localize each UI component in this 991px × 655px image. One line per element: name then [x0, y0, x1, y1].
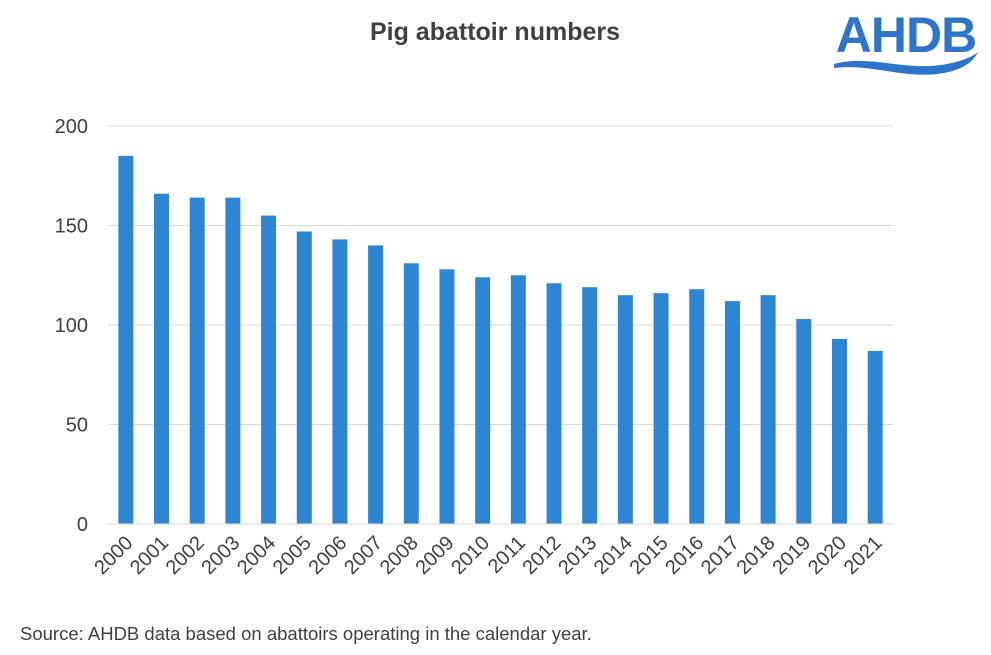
source-note: Source: AHDB data based on abattoirs ope…	[20, 623, 592, 644]
bar-2016	[689, 289, 705, 524]
y-tick-label: 200	[55, 116, 88, 138]
chart-title: Pig abattoir numbers	[370, 18, 620, 46]
bar-2010	[475, 277, 491, 524]
y-tick-label: 50	[66, 415, 88, 437]
bar-2004	[261, 215, 277, 525]
bar-2014	[617, 295, 633, 524]
y-axis-ticks: 0 50 100 150 200	[55, 116, 88, 536]
y-tick-label: 150	[55, 216, 88, 238]
bar-2015	[653, 293, 669, 524]
bar-2007	[368, 245, 384, 524]
bar-2000	[118, 155, 134, 524]
y-tick-label: 0	[77, 514, 88, 536]
bar-2021	[867, 350, 883, 524]
logo-text: AHDB	[836, 7, 976, 63]
bar-2018	[760, 295, 776, 524]
bar-2006	[332, 239, 348, 524]
bar-2019	[796, 319, 812, 524]
bar-2011	[510, 275, 526, 524]
bar-2005	[296, 231, 312, 524]
bar-2008	[403, 263, 419, 524]
bar-2012	[546, 283, 562, 524]
bar-2001	[154, 193, 170, 524]
y-tick-label: 100	[55, 315, 88, 337]
bar-2002	[189, 197, 205, 524]
bar-2003	[225, 197, 241, 524]
ahdb-logo: AHDB	[834, 7, 978, 75]
bar-2017	[724, 301, 740, 524]
bar-2020	[831, 338, 847, 524]
bars	[118, 155, 883, 525]
bar-2009	[439, 269, 455, 524]
bar-2013	[582, 287, 598, 524]
logo-wave-icon	[834, 52, 978, 75]
